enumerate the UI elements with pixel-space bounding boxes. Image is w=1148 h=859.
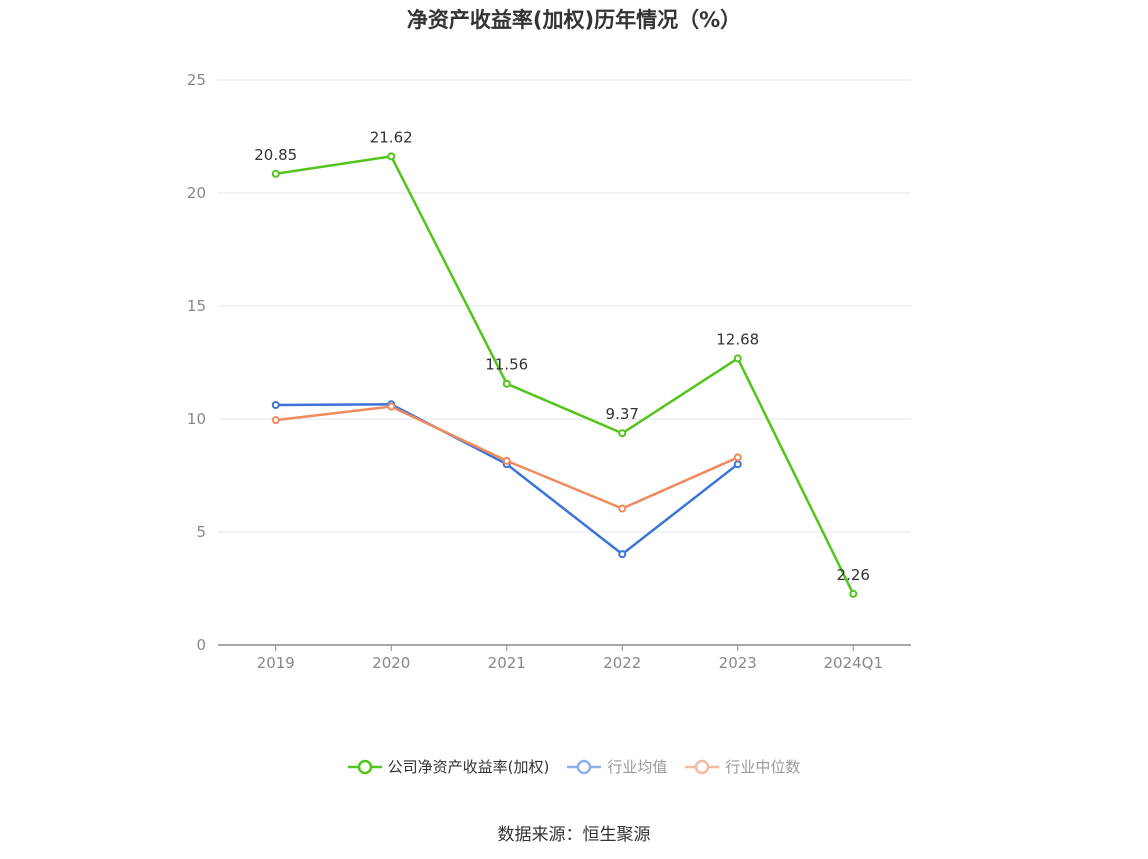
data-label: 2.26 [837,566,870,584]
y-tick-label: 10 [187,410,206,428]
legend-label: 行业均值 [607,758,668,776]
data-point[interactable] [271,169,280,178]
data-label: 21.62 [370,128,413,146]
legend-marker-icon [685,759,720,774]
data-point[interactable] [387,402,396,411]
data-label: 20.85 [254,146,297,164]
data-label: 12.68 [716,330,759,348]
data-point[interactable] [733,354,742,363]
series-layer [271,152,858,598]
grid-lines [218,79,911,533]
data-point[interactable] [502,456,511,465]
x-tick-label: 2021 [488,654,526,672]
data-point[interactable] [618,429,627,438]
data-label: 9.37 [606,405,639,423]
y-tick-label: 0 [196,636,206,654]
y-tick-label: 25 [187,71,206,89]
y-tick-label: 5 [196,523,206,541]
legend: 公司净资产收益率(加权) 行业均值 行业中位数 [0,756,1148,777]
data-point[interactable] [733,453,742,462]
x-tick-label: 2024Q1 [823,654,883,672]
legend-label: 公司净资产收益率(加权) [387,758,550,776]
source-note: 数据来源：恒生聚源 [497,825,651,845]
x-tick-label: 2023 [719,654,757,672]
y-tick-label: 20 [187,184,206,202]
x-tick-label: 2020 [372,654,410,672]
data-point[interactable] [618,550,627,559]
legend-item[interactable]: 行业中位数 [685,756,800,777]
data-label: 11.56 [485,356,528,374]
data-point[interactable] [502,379,511,388]
x-tick-label: 2022 [603,654,641,672]
data-point[interactable] [271,400,280,409]
data-point[interactable] [849,589,858,598]
x-axis: 2019 2020 2021 2022 2023 2024Q1 [218,644,911,672]
series-1 [271,400,742,559]
series-line [275,155,855,595]
legend-item[interactable]: 行业均值 [567,756,667,777]
data-labels: 20.85 21.62 11.56 9.37 12.68 2.26 [254,128,870,584]
y-axis: 0 5 10 15 20 25 [187,71,206,654]
legend-item[interactable]: 公司净资产收益率(加权) [347,756,550,777]
data-point[interactable] [733,460,742,469]
data-point[interactable] [618,504,627,513]
chart-title: 净资产收益率(加权)历年情况（%） [406,8,742,32]
legend-marker-icon [347,759,382,774]
series-0 [271,152,858,598]
y-tick-label: 15 [187,297,206,315]
data-point[interactable] [271,416,280,425]
data-point[interactable] [387,152,396,161]
x-tick-label: 2019 [257,654,295,672]
series-2 [271,402,742,513]
legend-label: 行业中位数 [725,758,801,776]
legend-marker-icon [567,759,602,774]
